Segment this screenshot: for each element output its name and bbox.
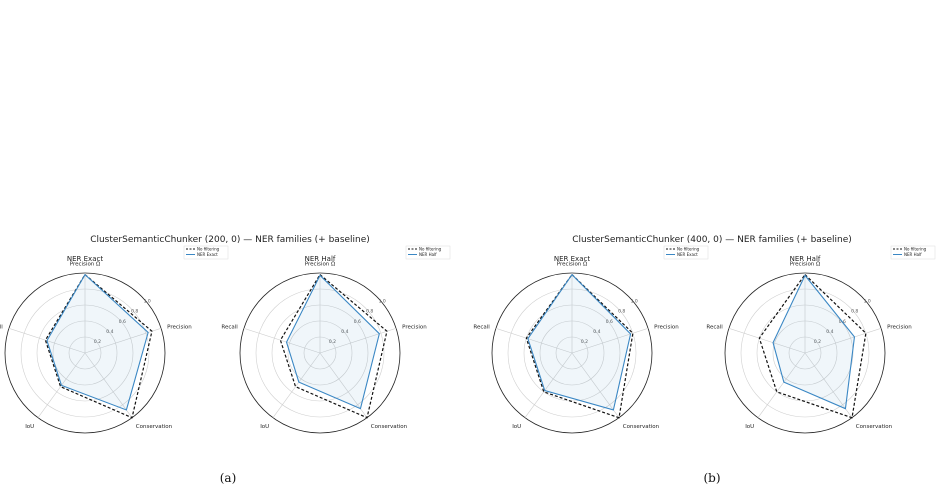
radar-spoke	[757, 352, 806, 418]
radar-axis-label: Precision	[887, 324, 912, 330]
legend-label: NER Exact	[677, 252, 698, 257]
radar-axis-label: Precision	[402, 324, 427, 330]
radar-spoke	[571, 352, 620, 418]
radar-subplot-title: NER Exact	[554, 255, 590, 263]
radar-series-filtered	[285, 274, 380, 410]
radar-tick-label: 0.2	[94, 339, 101, 345]
radar-series-filtered	[527, 273, 632, 411]
radar-chart-2: 0.2 0.4 0.6 0.8 1.0 Precision Ω Precision Conse…	[473, 255, 679, 434]
radar-subplot-title: NER Half	[305, 255, 336, 263]
radar-tick-label: 1.0	[144, 299, 151, 305]
radar-tick-label: 0.4	[106, 329, 113, 335]
caption-b: (b)	[703, 471, 720, 485]
radar-spoke	[319, 352, 368, 418]
legend-label: No filtering	[677, 247, 700, 252]
radar-axis-label: Recall	[221, 324, 238, 330]
radar-tick-label: 1.0	[864, 299, 871, 305]
radar-spoke	[571, 327, 649, 354]
radar-tick-label: 0.8	[851, 309, 858, 315]
radar-series-filtered	[772, 274, 856, 410]
radar-spoke	[804, 327, 882, 354]
panel-a-title: ClusterSemanticChunker (200, 0) — NER fa…	[90, 235, 370, 245]
radar-tick-label: 0.2	[581, 339, 588, 345]
radar-series-baseline	[44, 273, 153, 419]
radar-layer: 0.2 0.4 0.6 0.8 1.0 Precision Ω Precision Conse…	[0, 255, 912, 434]
radar-axis-label: Precision Ω	[557, 262, 588, 268]
radar-tick-label: 0.4	[341, 329, 348, 335]
radar-tick-label: 0.2	[329, 339, 336, 345]
radar-series-fill	[286, 275, 380, 409]
radar-series-filtered	[46, 273, 149, 411]
radar-axis-label: Recall	[0, 324, 3, 330]
radar-axis-label: Conservation	[856, 424, 893, 430]
radar-chart-1: 0.2 0.4 0.6 0.8 1.0 Precision Ω Precision Conse…	[221, 255, 427, 434]
radar-subplot-title: NER Exact	[67, 255, 103, 263]
radar-tick-label: 0.6	[606, 319, 613, 325]
radar-series-fill	[773, 275, 855, 409]
radar-axis-label: Recall	[473, 324, 490, 330]
radar-tick-label: 1.0	[379, 299, 386, 305]
panel-b-title: ClusterSemanticChunker (400, 0) — NER fa…	[572, 235, 852, 245]
radar-spoke	[319, 327, 397, 354]
radar-spoke	[728, 327, 806, 354]
radar-spoke	[84, 352, 133, 418]
radar-spoke	[272, 352, 321, 418]
radar-series-fill	[46, 274, 149, 410]
radar-spoke	[243, 327, 321, 354]
legend-label: NER Half	[904, 252, 922, 257]
radar-axis-label: Precision Ω	[790, 262, 821, 268]
caption-a: (a)	[220, 471, 237, 485]
radar-axis-label: Precision	[654, 324, 679, 330]
radar-series-baseline	[758, 273, 867, 419]
radar-axis-label: Precision Ω	[70, 262, 101, 268]
radar-tick-label: 0.6	[354, 319, 361, 325]
radar-tick-label: 0.4	[826, 329, 833, 335]
radar-series-baseline	[525, 273, 634, 419]
radar-axis-label: Conservation	[136, 424, 173, 430]
radar-tick-label: 0.8	[131, 309, 138, 315]
radar-tick-label: 0.8	[618, 309, 625, 315]
radar-chart-0: 0.2 0.4 0.6 0.8 1.0 Precision Ω Precision Conse…	[0, 255, 192, 434]
legend-label: No filtering	[904, 247, 927, 252]
radar-axis-label: Conservation	[371, 424, 408, 430]
radar-axis-label: IoU	[260, 424, 269, 430]
radar-subplot-title: NER Half	[790, 255, 821, 263]
radar-axis-label: Conservation	[623, 424, 660, 430]
radar-axis-label: IoU	[25, 424, 34, 430]
radar-spoke	[495, 327, 573, 354]
radar-spoke	[804, 352, 853, 418]
radar-tick-label: 1.0	[631, 299, 638, 305]
radar-axis-label: Precision Ω	[305, 262, 336, 268]
radar-axis-label: IoU	[512, 424, 521, 430]
radar-tick-label: 0.4	[593, 329, 600, 335]
radar-spoke	[524, 352, 573, 418]
radar-axis-label: Recall	[706, 324, 723, 330]
legend-label: NER Half	[419, 252, 437, 257]
radar-axis-label: Precision	[167, 324, 192, 330]
radar-series-baseline	[279, 273, 388, 419]
radar-axis-label: IoU	[745, 424, 754, 430]
radar-tick-label: 0.2	[814, 339, 821, 345]
radar-tick-label: 0.8	[366, 309, 373, 315]
radar-tick-label: 0.6	[119, 319, 126, 325]
legend-label: No filtering	[419, 247, 442, 252]
legend-label: NER Exact	[197, 252, 218, 257]
legend-label: No filtering	[197, 247, 220, 252]
